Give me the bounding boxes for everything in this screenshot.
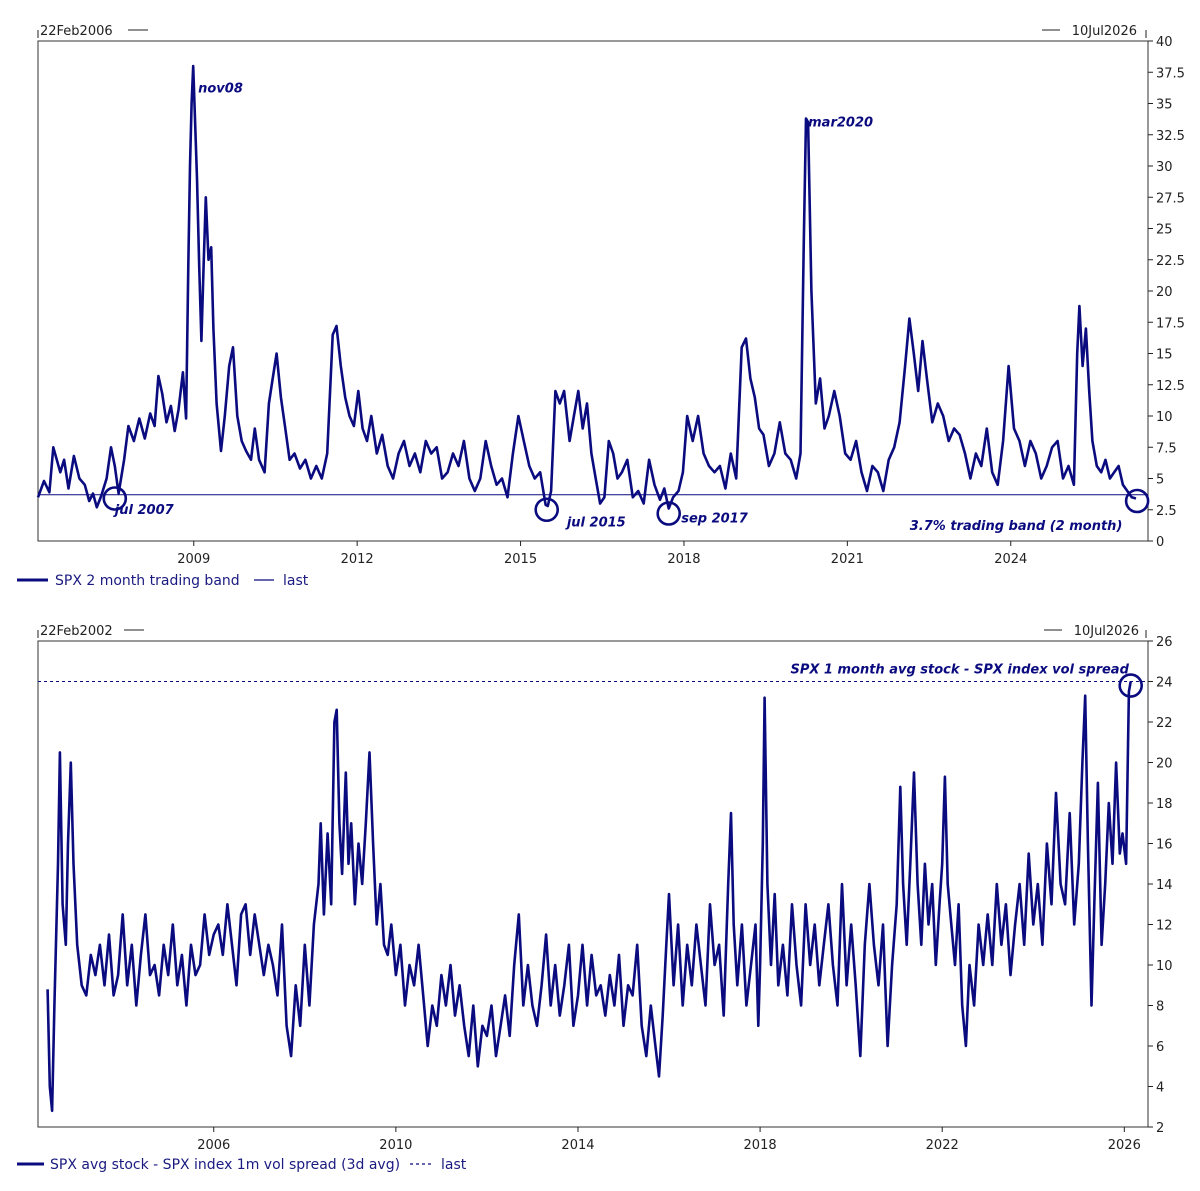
top-end-date: 10Jul2026 [1072,24,1137,39]
annotation-circle [102,486,128,511]
annotation-label: SPX 1 month avg stock - SPX index vol sp… [790,662,1129,677]
y-tick-label: 16 [1156,838,1173,853]
y-tick-label: 26 [1156,635,1173,650]
y-tick-label: 2.5 [1156,504,1177,519]
bottom-legend-last-label: last [441,1157,467,1173]
x-tick-label: 2015 [504,552,537,567]
y-tick-label: 5 [1156,473,1164,488]
bottom-legend: SPX avg stock - SPX index 1m vol spread … [17,1157,467,1173]
top-chart: 22Feb2006 10Jul2026 0 2.5 5 7.5 10 12.5 15 17.5… [17,24,1185,589]
annotation-circle [1124,488,1150,514]
y-tick-label: 10 [1156,959,1173,974]
annotation-label: jul 2015 [565,515,626,530]
x-tick-label: 2006 [197,1138,230,1153]
y-tick-label: 0 [1156,535,1164,550]
top-annotations: nov08 mar2020 jul 2007 jul 2015 sep 2017 3.7%… [102,82,1150,534]
annotation-circle [1118,673,1143,698]
y-tick-label: 12.5 [1156,379,1185,394]
annotation-label: jul 2007 [113,503,175,518]
x-tick-label: 2024 [994,552,1027,567]
top-series-line [36,64,1137,510]
y-tick-label: 2 [1156,1121,1164,1136]
x-tick-label: 2009 [177,552,210,567]
y-tick-label: 8 [1156,1000,1164,1015]
bottom-series-line [46,681,1132,1113]
top-legend-last-label: last [283,573,309,589]
y-tick-label: 7.5 [1156,441,1177,456]
bottom-end-date: 10Jul2026 [1074,624,1139,639]
x-tick-label: 2022 [926,1138,959,1153]
y-tick-label: 18 [1156,797,1173,812]
bottom-x-axis: 2006 2010 2014 2018 2022 2026 [197,1127,1141,1153]
top-legend: SPX 2 month trading band last [17,573,309,589]
x-tick-label: 2021 [831,552,864,567]
bottom-annotations: SPX 1 month avg stock - SPX index vol sp… [790,662,1143,698]
top-y-axis: 0 2.5 5 7.5 10 12.5 15 17.5 20 22.5 25 27.5 30 32.5 35… [1148,35,1185,550]
x-tick-label: 2026 [1108,1138,1141,1153]
bottom-chart: 22Feb2002 10Jul2026 24681012141618202224… [17,624,1173,1173]
y-tick-label: 22.5 [1156,254,1185,269]
y-tick-label: 17.5 [1156,316,1185,331]
y-tick-label: 12 [1156,919,1173,934]
x-tick-label: 2018 [744,1138,777,1153]
y-tick-label: 14 [1156,878,1173,893]
bottom-plot-frame [37,640,1149,1128]
annotation-circle [534,497,560,523]
annotation-label: mar2020 [808,115,873,130]
y-tick-label: 4 [1156,1081,1164,1096]
bottom-legend-series-label: SPX avg stock - SPX index 1m vol spread … [50,1157,400,1173]
x-tick-label: 2018 [667,552,700,567]
top-x-axis: 2009 2012 2015 2018 2021 2024 [177,541,1027,567]
y-tick-label: 25 [1156,223,1173,238]
annotation-label: 3.7% trading band (2 month) [910,519,1123,534]
top-start-date: 22Feb2006 [40,24,113,39]
bottom-start-date: 22Feb2002 [40,624,113,639]
y-tick-label: 20 [1156,285,1173,300]
y-tick-label: 10 [1156,410,1173,425]
annotation-label: sep 2017 [681,512,749,527]
annotation-label: nov08 [198,82,243,97]
y-tick-label: 22 [1156,716,1173,731]
top-legend-series-label: SPX 2 month trading band [55,573,240,589]
x-tick-label: 2010 [379,1138,412,1153]
y-tick-label: 15 [1156,348,1173,363]
y-tick-label: 20 [1156,757,1173,772]
y-tick-label: 32.5 [1156,129,1185,144]
y-tick-label: 6 [1156,1040,1164,1055]
y-tick-label: 35 [1156,98,1173,113]
y-tick-label: 27.5 [1156,191,1185,206]
y-tick-label: 37.5 [1156,66,1185,81]
x-tick-label: 2012 [341,552,374,567]
y-tick-label: 40 [1156,35,1173,50]
y-tick-label: 30 [1156,160,1173,175]
x-tick-label: 2014 [561,1138,594,1153]
y-tick-label: 24 [1156,676,1173,691]
annotation-circle [656,501,682,526]
